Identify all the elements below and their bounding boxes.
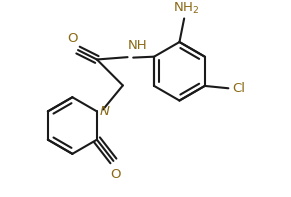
Text: NH: NH [128,39,148,52]
Text: O: O [111,168,121,181]
Text: N: N [99,105,109,118]
Text: NH$_2$: NH$_2$ [173,1,199,16]
Text: Cl: Cl [232,82,245,95]
Text: O: O [67,32,78,45]
